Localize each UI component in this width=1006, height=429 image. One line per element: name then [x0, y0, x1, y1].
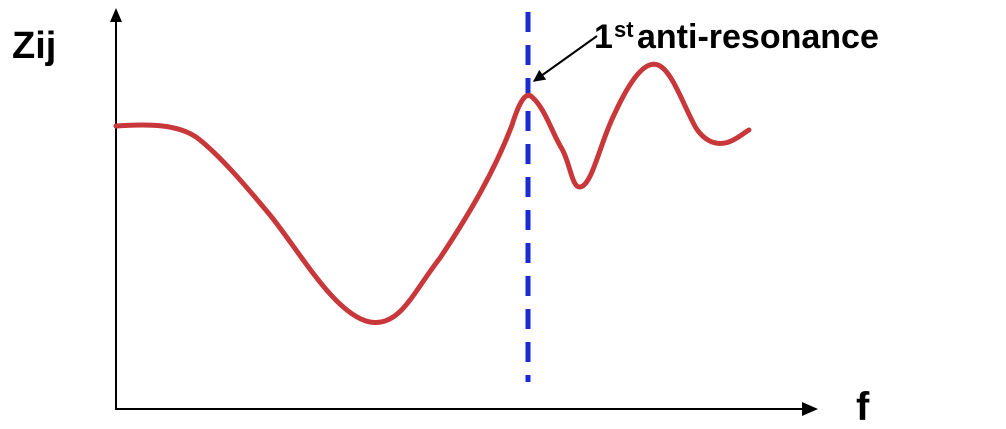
- annotation-number: 1: [594, 18, 613, 56]
- y-axis-arrowhead: [110, 8, 122, 22]
- annotation-label: anti-resonance: [637, 18, 879, 56]
- x-axis-label: f: [856, 385, 870, 429]
- annotation-arrow: [533, 35, 598, 82]
- impedance-curve: [113, 61, 752, 325]
- x-axis-arrowhead: [802, 402, 818, 416]
- annotation-superscript: st: [614, 17, 634, 42]
- y-axis-label: Zij: [12, 25, 56, 67]
